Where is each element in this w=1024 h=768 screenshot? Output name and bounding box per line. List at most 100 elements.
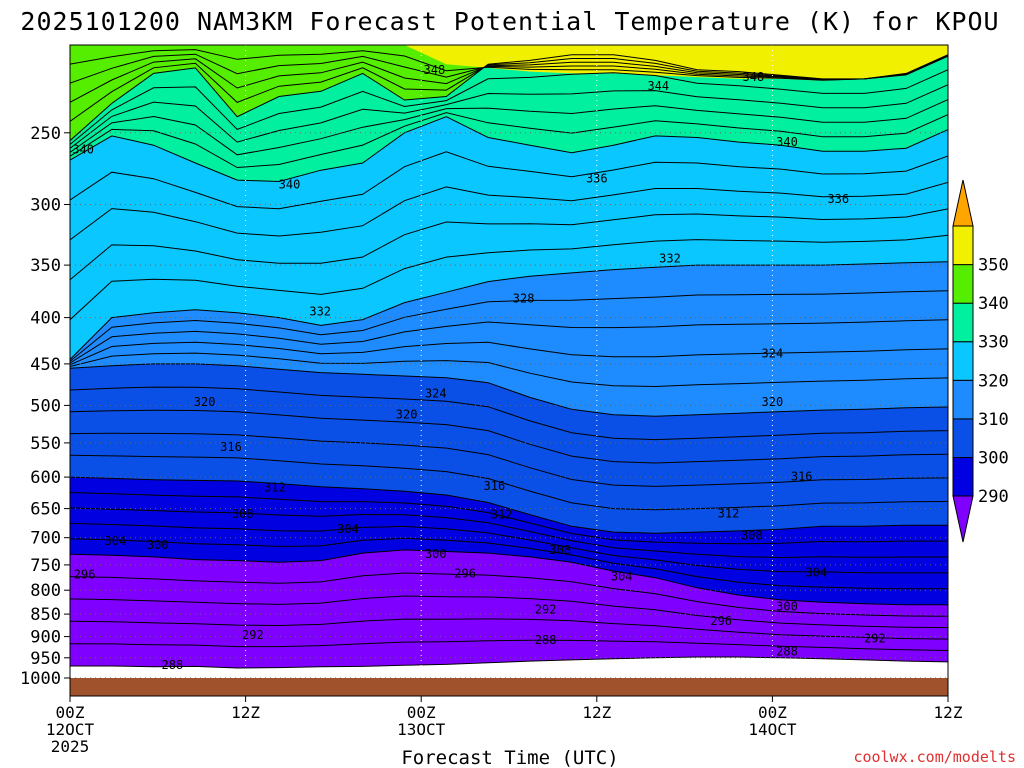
contour-line <box>70 432 948 487</box>
contour-label: 296 <box>710 614 732 628</box>
colorbar-segment <box>952 456 974 497</box>
contour-label: 324 <box>425 386 447 400</box>
terrain-band <box>70 678 948 696</box>
colorbar-segment <box>952 264 974 304</box>
contour-line <box>70 99 948 156</box>
contour-label: 292 <box>242 628 264 642</box>
contour-line <box>70 595 948 629</box>
x-tick-label: 12OCT <box>46 720 95 739</box>
y-tick-label: 500 <box>30 396 61 416</box>
contour-line <box>70 49 948 81</box>
contour-label: 292 <box>864 632 886 646</box>
x-tick-label: 12Z <box>582 703 611 722</box>
x-axis-label: Forecast Time (UTC) <box>401 747 618 768</box>
contour-label: 344 <box>647 79 669 93</box>
contour-label: 288 <box>776 645 798 659</box>
contour-label: 332 <box>659 251 681 265</box>
contour-label: 308 <box>549 543 571 557</box>
contour-label: 312 <box>264 480 286 494</box>
x-tick-label: 14OCT <box>748 720 797 739</box>
contour-label: 296 <box>74 568 96 582</box>
contour-label: 316 <box>220 440 242 454</box>
colorbar-segment <box>952 418 974 458</box>
contour-line <box>70 69 948 145</box>
contour-line <box>70 54 948 141</box>
y-tick-label: 300 <box>30 196 61 216</box>
contour-line <box>70 507 948 559</box>
x-tick-label: 12Z <box>231 703 260 722</box>
chart-title: 2025101200 NAM3KM Forecast Potential Tem… <box>20 7 999 36</box>
contour-label: 332 <box>309 305 331 319</box>
contour-label: 316 <box>484 479 506 493</box>
contour-layer <box>70 49 948 669</box>
contour-label: 304 <box>105 534 127 548</box>
contour-line <box>70 618 948 640</box>
contour-label: 340 <box>72 143 94 157</box>
contour-label: 308 <box>232 507 254 521</box>
y-tick-label: 600 <box>30 468 61 488</box>
plot-frame <box>69 44 949 697</box>
contour-label: 308 <box>741 529 763 543</box>
x-tick-label: 12Z <box>934 703 963 722</box>
contour-line <box>70 116 948 183</box>
contour-label-layer: 348 344 348 340 340 340 336 336 332 332 328 324 324 3… <box>72 63 885 672</box>
contour-line <box>70 363 948 417</box>
contour-label: 304 <box>337 522 359 536</box>
colorbar: 290 300 310 320 330 340 350 <box>952 179 1009 543</box>
contour-label: 312 <box>718 506 740 520</box>
contour-line <box>70 639 948 651</box>
colorbar-level-label: 350 <box>978 256 1009 276</box>
colorbar-arrow-top <box>952 179 974 227</box>
grid-layer <box>70 45 948 678</box>
y-tick-label: 400 <box>30 309 61 329</box>
colorbar-segment <box>952 341 974 381</box>
contour-line <box>70 55 948 103</box>
contour-label: 324 <box>762 346 784 360</box>
y-tick-label: 650 <box>30 500 61 520</box>
contour-label: 300 <box>425 547 447 561</box>
colorbar-segment <box>952 302 974 343</box>
x-tick-label: 00Z <box>56 703 85 722</box>
y-tick-label: 550 <box>30 434 61 454</box>
contour-label: 288 <box>535 633 557 647</box>
contour-label: 296 <box>454 567 476 581</box>
contour-line <box>70 53 948 84</box>
y-tick-label: 950 <box>30 649 61 669</box>
colorbar-segment <box>952 379 974 420</box>
contour-line <box>70 112 948 169</box>
contour-label: 304 <box>611 570 633 584</box>
contour-label: 328 <box>513 292 535 306</box>
fill-band-350-360 <box>70 45 948 81</box>
colorbar-level-label: 340 <box>978 294 1009 314</box>
contour-label: 300 <box>147 538 169 552</box>
contour-label: 304 <box>805 566 827 580</box>
colorbar-level-label: 310 <box>978 410 1009 430</box>
colorbar-level-label: 320 <box>978 371 1009 391</box>
contour-line <box>70 319 948 364</box>
contour-label: 340 <box>279 177 301 191</box>
contour-label: 340 <box>776 135 798 149</box>
y-tick-label: 900 <box>30 628 61 648</box>
y-tick-label: 350 <box>30 256 61 276</box>
x-tick-label: 00Z <box>758 703 787 722</box>
contour-line <box>70 261 948 360</box>
contour-line <box>70 476 948 534</box>
y-tick-label: 450 <box>30 355 61 375</box>
contour-line <box>70 84 948 149</box>
colorbar-segment <box>952 225 974 266</box>
contour-label: 320 <box>396 408 418 422</box>
x-tick-label: 2025 <box>51 737 90 756</box>
contour-label: 336 <box>827 192 849 206</box>
colorbar-arrow-bottom <box>952 495 974 543</box>
x-tick-label: 00Z <box>407 703 436 722</box>
contour-line <box>70 409 948 464</box>
contour-line <box>70 341 948 366</box>
colorbar-level-label: 330 <box>978 333 1009 353</box>
contour-label: 348 <box>424 63 446 77</box>
contour-line <box>70 549 948 606</box>
contour-label: 336 <box>586 172 608 186</box>
contour-line <box>70 290 948 362</box>
